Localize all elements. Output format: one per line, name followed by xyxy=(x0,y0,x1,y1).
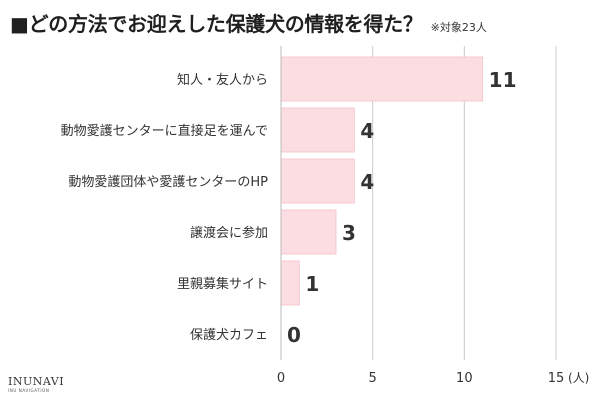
sample-size-note: ※対象23人 xyxy=(430,21,487,34)
bar xyxy=(280,158,355,204)
brand-logo: INUNAVI INU NAVIGATION xyxy=(8,376,64,393)
value-label: 11 xyxy=(489,68,517,92)
bar xyxy=(280,209,337,255)
value-label: 3 xyxy=(342,221,356,245)
category-label: 里親募集サイト xyxy=(177,276,268,292)
x-tick-label: 15 xyxy=(548,371,565,386)
category-label: 知人・友人から xyxy=(177,72,268,88)
x-tick-label: 10 xyxy=(456,371,473,386)
category-label: 譲渡会に参加 xyxy=(190,225,268,241)
x-tick-label: 5 xyxy=(369,371,377,386)
chart-title-row: ■どの方法でお迎えした保護犬の情報を得た？ ※対象23人 xyxy=(10,8,590,42)
category-label: 保護犬カフェ xyxy=(190,327,268,343)
value-label: 1 xyxy=(305,272,319,296)
brand-name: INUNAVI xyxy=(8,375,65,388)
bar xyxy=(280,107,355,153)
chart-title: ■どの方法でお迎えした保護犬の情報を得た？ xyxy=(10,12,423,36)
brand-subtitle: INU NAVIGATION xyxy=(8,388,50,393)
category-label: 動物愛護団体や愛護センターのHP xyxy=(68,174,268,190)
x-tick-label: 0 xyxy=(277,371,285,386)
value-label: 4 xyxy=(360,119,374,143)
bar xyxy=(280,260,300,306)
value-label: 4 xyxy=(360,170,374,194)
x-unit-label: (人) xyxy=(568,371,589,385)
category-label: 動物愛護センターに直接足を運んで xyxy=(61,123,268,139)
value-label: 0 xyxy=(287,323,301,347)
bar xyxy=(280,56,484,102)
